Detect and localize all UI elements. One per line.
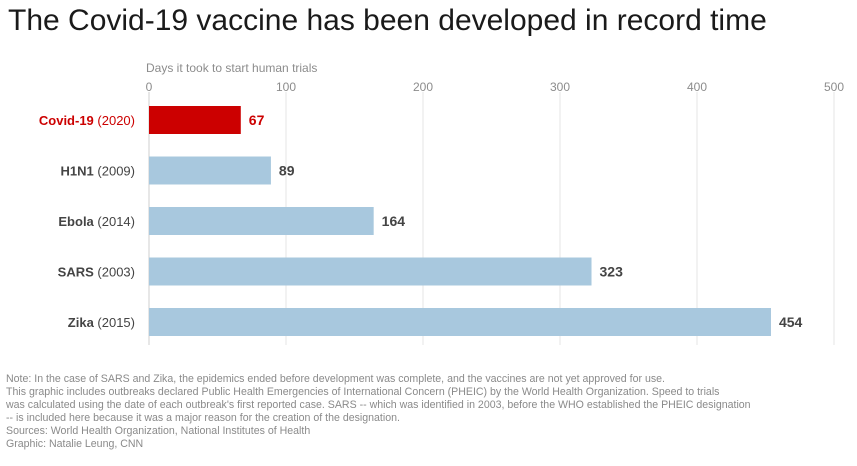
category-label-sars: SARS (2003) <box>58 265 135 280</box>
tick-label-200: 200 <box>413 80 433 94</box>
value-label-sars: 323 <box>600 264 624 280</box>
value-label-ebola: 164 <box>382 213 406 229</box>
tick-label-400: 400 <box>687 80 707 94</box>
axis-title: Days it took to start human trials <box>146 61 317 75</box>
category-label-zika: Zika (2015) <box>68 315 135 330</box>
footnote-line: Sources: World Health Organization, Nati… <box>6 425 311 437</box>
bar-zika <box>149 308 771 336</box>
value-label-h1n1: 89 <box>279 163 295 179</box>
footnote-line: Note: In the case of SARS and Zika, the … <box>6 373 665 385</box>
tick-label-100: 100 <box>276 80 296 94</box>
chart-title: The Covid-19 vaccine has been developed … <box>8 4 767 37</box>
tick-label-300: 300 <box>550 80 570 94</box>
value-label-covid-19: 67 <box>249 112 265 128</box>
bar-ebola <box>149 207 374 235</box>
category-labels: 67 Covid-19 (2020) 89 H1N1 (2009) 164 Ebola (… <box>39 112 803 330</box>
bar-chart: Days it took to start human trials 0 100 2… <box>39 61 845 345</box>
footnote-line: -- is included here because it was a maj… <box>6 412 400 424</box>
tick-label-500: 500 <box>824 80 844 94</box>
bar-covid-19 <box>149 106 241 134</box>
footnotes: Note: In the case of SARS and Zika, the … <box>6 373 851 451</box>
category-label-h1n1: H1N1 (2009) <box>61 164 135 179</box>
bar-h1n1 <box>149 156 271 185</box>
footnote-line: This graphic includes outbreaks declared… <box>6 386 720 398</box>
value-label-zika: 454 <box>779 314 803 330</box>
category-label-covid-19: Covid-19 (2020) <box>39 113 135 128</box>
bars <box>149 106 771 336</box>
footnote-line: Graphic: Natalie Leung, CNN <box>6 438 144 450</box>
category-label-ebola: Ebola (2014) <box>58 214 135 229</box>
tick-labels: 0 100 200 300 400 500 <box>146 80 845 94</box>
tick-label-0: 0 <box>146 80 153 94</box>
footnote-line: was calculated using the date of each ou… <box>6 399 751 411</box>
bar-sars <box>149 257 592 286</box>
